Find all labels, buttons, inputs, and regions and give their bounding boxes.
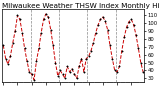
Text: Milwaukee Weather THSW Index Monthly High (F): Milwaukee Weather THSW Index Monthly Hig… [2, 2, 160, 9]
